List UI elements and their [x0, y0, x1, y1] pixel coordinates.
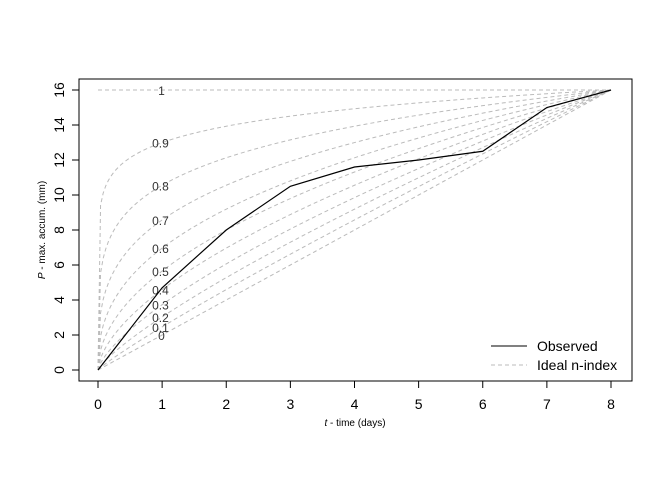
x-axis-label-italic: t: [324, 418, 328, 429]
y-axis-label-text: - max. accum. (mm): [37, 181, 48, 273]
curve-label-n-1: 1: [158, 84, 165, 98]
curve-label-n-0.2: 0.2: [152, 311, 169, 325]
y-axis-label: P - max. accum. (mm): [37, 181, 48, 279]
ideal-curve-n-0.3: [97, 89, 612, 371]
ideal-curve-n-0.8: [97, 89, 612, 371]
curve-label-n-0.1: 0.1: [152, 321, 169, 335]
ideal-curve-n-0.7: [97, 89, 612, 371]
x-axis-label: t - time (days): [324, 418, 385, 429]
y-axis: 0 2 4 6 8 10 12 14 16: [51, 82, 80, 374]
curve-label-n-0.7: 0.7: [152, 214, 169, 228]
curve-label-n-0.3: 0.3: [152, 299, 169, 313]
x-tick-label: 1: [158, 396, 166, 412]
x-tick-label: 5: [415, 396, 423, 412]
y-tick-label: 10: [51, 187, 67, 203]
x-tick-label: 2: [222, 396, 230, 412]
x-axis: 0 1 2 3 4 5 6 7 8: [94, 380, 615, 412]
ideal-curve-n-0.4: [97, 89, 612, 371]
observed-line: [97, 89, 612, 371]
y-tick-label: 4: [51, 296, 67, 304]
ideal-curve-n-0.5: [97, 89, 612, 371]
x-tick-label: 8: [607, 396, 615, 412]
y-tick-label: 8: [51, 226, 67, 234]
ideal-curve-n-0.9: [97, 89, 612, 371]
y-tick-label: 0: [51, 366, 67, 374]
y-tick-label: 16: [51, 82, 67, 98]
ideal-curve-n-0: [97, 89, 612, 371]
x-tick-label: 0: [94, 396, 102, 412]
x-axis-label-text: - time (days): [327, 418, 385, 429]
observed-series: [97, 89, 612, 371]
ideal-curve-n-0.6: [97, 89, 612, 371]
legend: Observed Ideal n-index: [491, 338, 617, 373]
y-tick-label: 2: [51, 331, 67, 339]
x-tick-label: 7: [543, 396, 551, 412]
curve-labels: 00.10.20.30.40.50.60.70.80.91: [152, 84, 169, 343]
curve-label-n-0.8: 0.8: [152, 179, 169, 193]
x-tick-label: 4: [351, 396, 359, 412]
curve-label-n-0.6: 0.6: [152, 242, 169, 256]
curve-label-n-0.9: 0.9: [152, 137, 169, 151]
x-tick-label: 6: [479, 396, 487, 412]
ideal-curve-n-0.2: [97, 89, 612, 371]
y-tick-label: 6: [51, 261, 67, 269]
y-axis-label-italic: P: [37, 272, 48, 279]
curve-label-n-0: 0: [158, 329, 165, 343]
y-tick-label: 14: [51, 117, 67, 133]
legend-ideal-label: Ideal n-index: [537, 357, 617, 373]
curve-label-n-0.5: 0.5: [152, 265, 169, 279]
legend-observed-label: Observed: [537, 338, 598, 354]
ideal-curves: [97, 89, 612, 371]
x-tick-label: 3: [286, 396, 294, 412]
y-tick-label: 12: [51, 152, 67, 168]
ideal-curve-n-0.1: [97, 89, 612, 371]
